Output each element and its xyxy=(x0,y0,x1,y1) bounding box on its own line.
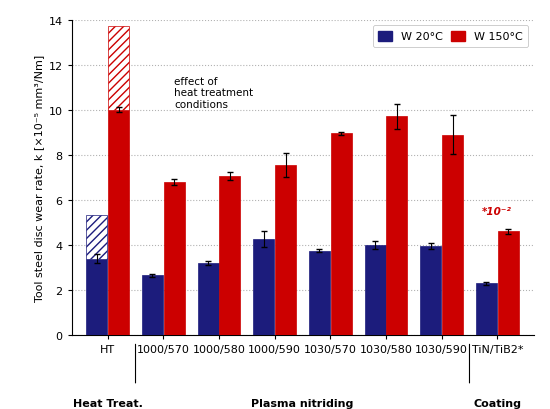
Bar xyxy=(108,110,129,335)
Legend: W 20°C, W 150°C: W 20°C, W 150°C xyxy=(373,26,528,48)
Bar xyxy=(275,166,296,335)
Bar xyxy=(476,284,497,335)
Bar xyxy=(219,177,240,335)
Bar xyxy=(108,27,129,110)
Bar xyxy=(86,259,107,335)
Text: effect of
heat treatment
conditions: effect of heat treatment conditions xyxy=(174,77,254,110)
Bar xyxy=(309,251,330,335)
Bar xyxy=(420,247,442,335)
Bar xyxy=(442,135,463,335)
Bar xyxy=(253,240,274,335)
Bar xyxy=(142,276,163,335)
Text: *10⁻²: *10⁻² xyxy=(482,207,512,217)
Bar xyxy=(386,117,408,335)
Bar xyxy=(197,263,219,335)
Bar xyxy=(331,134,352,335)
Bar xyxy=(365,245,386,335)
Bar xyxy=(498,232,519,335)
Text: Plasma nitriding: Plasma nitriding xyxy=(251,398,354,408)
Bar xyxy=(86,215,107,259)
Bar xyxy=(163,182,185,335)
Text: Coating: Coating xyxy=(474,398,521,408)
Y-axis label: Tool steel disc wear rate, k [×10⁻⁵ mm³/Nm]: Tool steel disc wear rate, k [×10⁻⁵ mm³/… xyxy=(34,54,44,301)
Text: Heat Treat.: Heat Treat. xyxy=(73,398,142,408)
